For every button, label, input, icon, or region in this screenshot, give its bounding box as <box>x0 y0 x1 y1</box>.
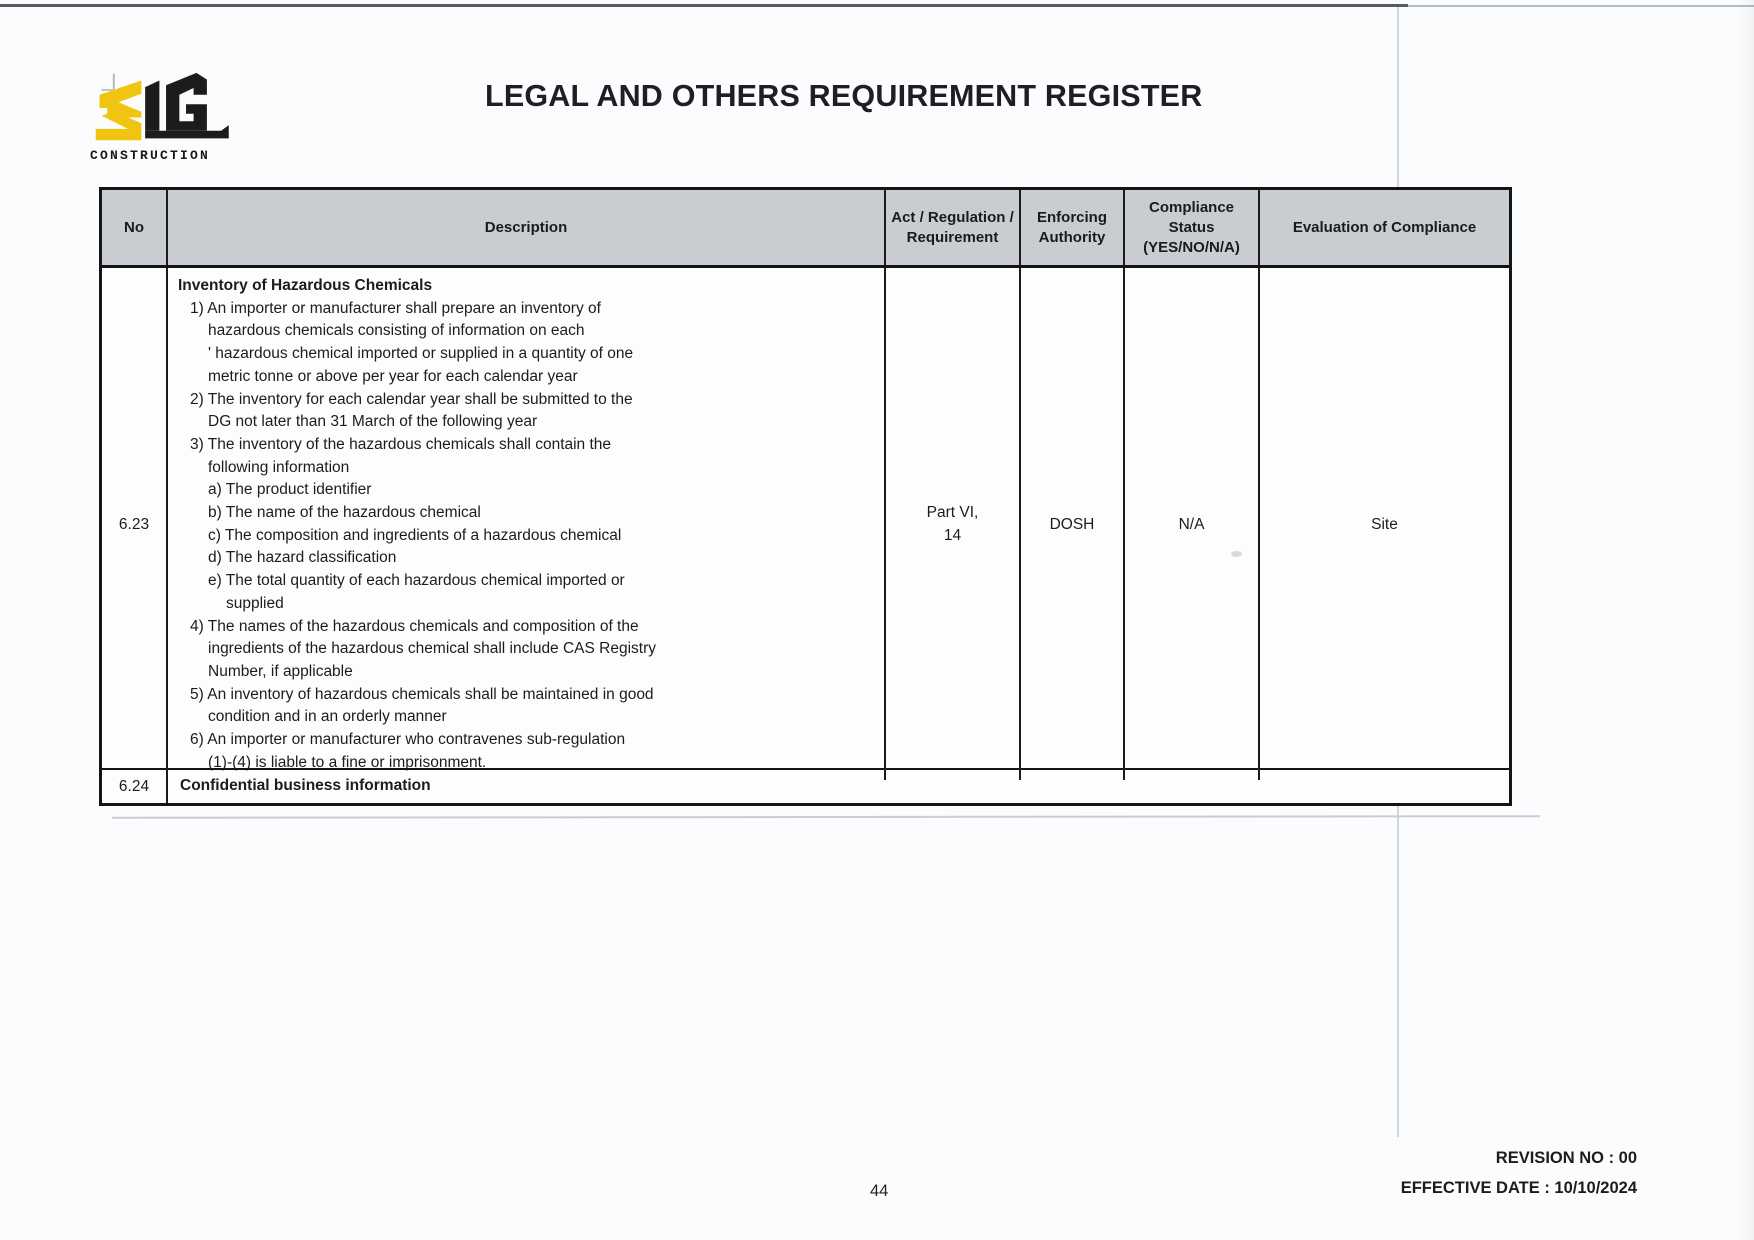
act-regulation-cell: Part VI, 14 <box>886 268 1021 781</box>
scan-artifact-smudge <box>1231 551 1242 557</box>
description-line: d) The hazard classification <box>208 549 397 567</box>
description-line: 1) An importer or manufacturer shall pre… <box>190 299 601 317</box>
row-number-cell: 6.23 <box>102 268 168 781</box>
enforcing-authority-cell: DOSH <box>1021 268 1125 781</box>
description-line: (1)-(4) is liable to a fine or imprisonm… <box>208 753 487 771</box>
column-header-no: No <box>102 190 168 265</box>
table-row-6-23: 6.23 Inventory of Hazardous Chemicals 1) … <box>102 268 1509 781</box>
scan-artifact-top-line <box>0 4 1408 7</box>
description-line: condition and in an orderly manner <box>208 708 447 726</box>
description-line: ingredients of the hazardous chemical sh… <box>208 640 657 658</box>
column-header-compliance-status: Compliance Status (YES/NO/N/A) <box>1125 190 1260 265</box>
document-control-footer: REVISION NO : 00 EFFECTIVE DATE : 10/10/… <box>1401 1143 1637 1203</box>
description-line: hazardous chemicals consisting of inform… <box>208 322 585 340</box>
scan-artifact-echo-line <box>111 815 1541 819</box>
description-line: 4) The names of the hazardous chemicals … <box>190 617 639 635</box>
description-cell: Inventory of Hazardous Chemicals 1) An im… <box>168 268 886 781</box>
company-logo: CONSTRUCTION <box>86 70 256 166</box>
row-number-cell: 6.24 <box>102 770 168 803</box>
column-header-act-regulation: Act / Regulation / Requirement <box>886 190 1021 265</box>
column-header-enforcing-authority: Enforcing Authority <box>1021 190 1125 265</box>
description-line: Confidential business information <box>180 777 431 795</box>
table-header-row: No Description Act / Regulation / Requir… <box>102 190 1509 268</box>
column-header-description: Description <box>168 190 886 265</box>
description-line: DG not later than 31 March of the follow… <box>208 413 538 431</box>
scan-artifact-top-line-light <box>1408 5 1754 7</box>
description-line: 2) The inventory for each calendar year … <box>190 390 633 408</box>
logo-subtitle: CONSTRUCTION <box>90 148 211 163</box>
description-line: Number, if applicable <box>208 662 353 680</box>
description-cell: Confidential business information <box>168 770 1509 803</box>
description-line: supplied <box>226 594 284 612</box>
compliance-status-cell: N/A <box>1125 268 1260 781</box>
legal-requirement-table: No Description Act / Regulation / Requir… <box>99 187 1512 806</box>
description-line: ' hazardous chemical imported or supplie… <box>208 345 634 363</box>
description-line: a) The product identifier <box>208 481 372 499</box>
column-header-evaluation: Evaluation of Compliance <box>1292 218 1477 236</box>
description-line: following information <box>208 458 350 476</box>
effective-date: EFFECTIVE DATE : 10/10/2024 <box>1400 1179 1637 1197</box>
description-line: Inventory of Hazardous Chemicals <box>178 277 433 294</box>
slg-logo-mark <box>95 72 229 141</box>
description-line: c) The composition and ingredients of a … <box>208 526 622 544</box>
page-number: 44 <box>870 1182 889 1200</box>
description-line: metric tonne or above per year for each … <box>208 367 578 385</box>
description-line: e) The total quantity of each hazardous … <box>208 572 625 590</box>
description-line: 6) An importer or manufacturer who contr… <box>190 731 626 749</box>
page-title: LEGAL AND OTHERS REQUIREMENT REGISTER <box>485 79 1203 113</box>
description-line: b) The name of the hazardous chemical <box>208 504 481 522</box>
table-row-6-24: 6.24 Confidential business information <box>102 770 1509 803</box>
description-line: 3) The inventory of the hazardous chemic… <box>190 435 612 453</box>
revision-number: REVISION NO : 00 <box>1495 1149 1637 1167</box>
evaluation-cell: Site <box>1371 515 1398 533</box>
description-line: 5) An inventory of hazardous chemicals s… <box>190 685 654 703</box>
